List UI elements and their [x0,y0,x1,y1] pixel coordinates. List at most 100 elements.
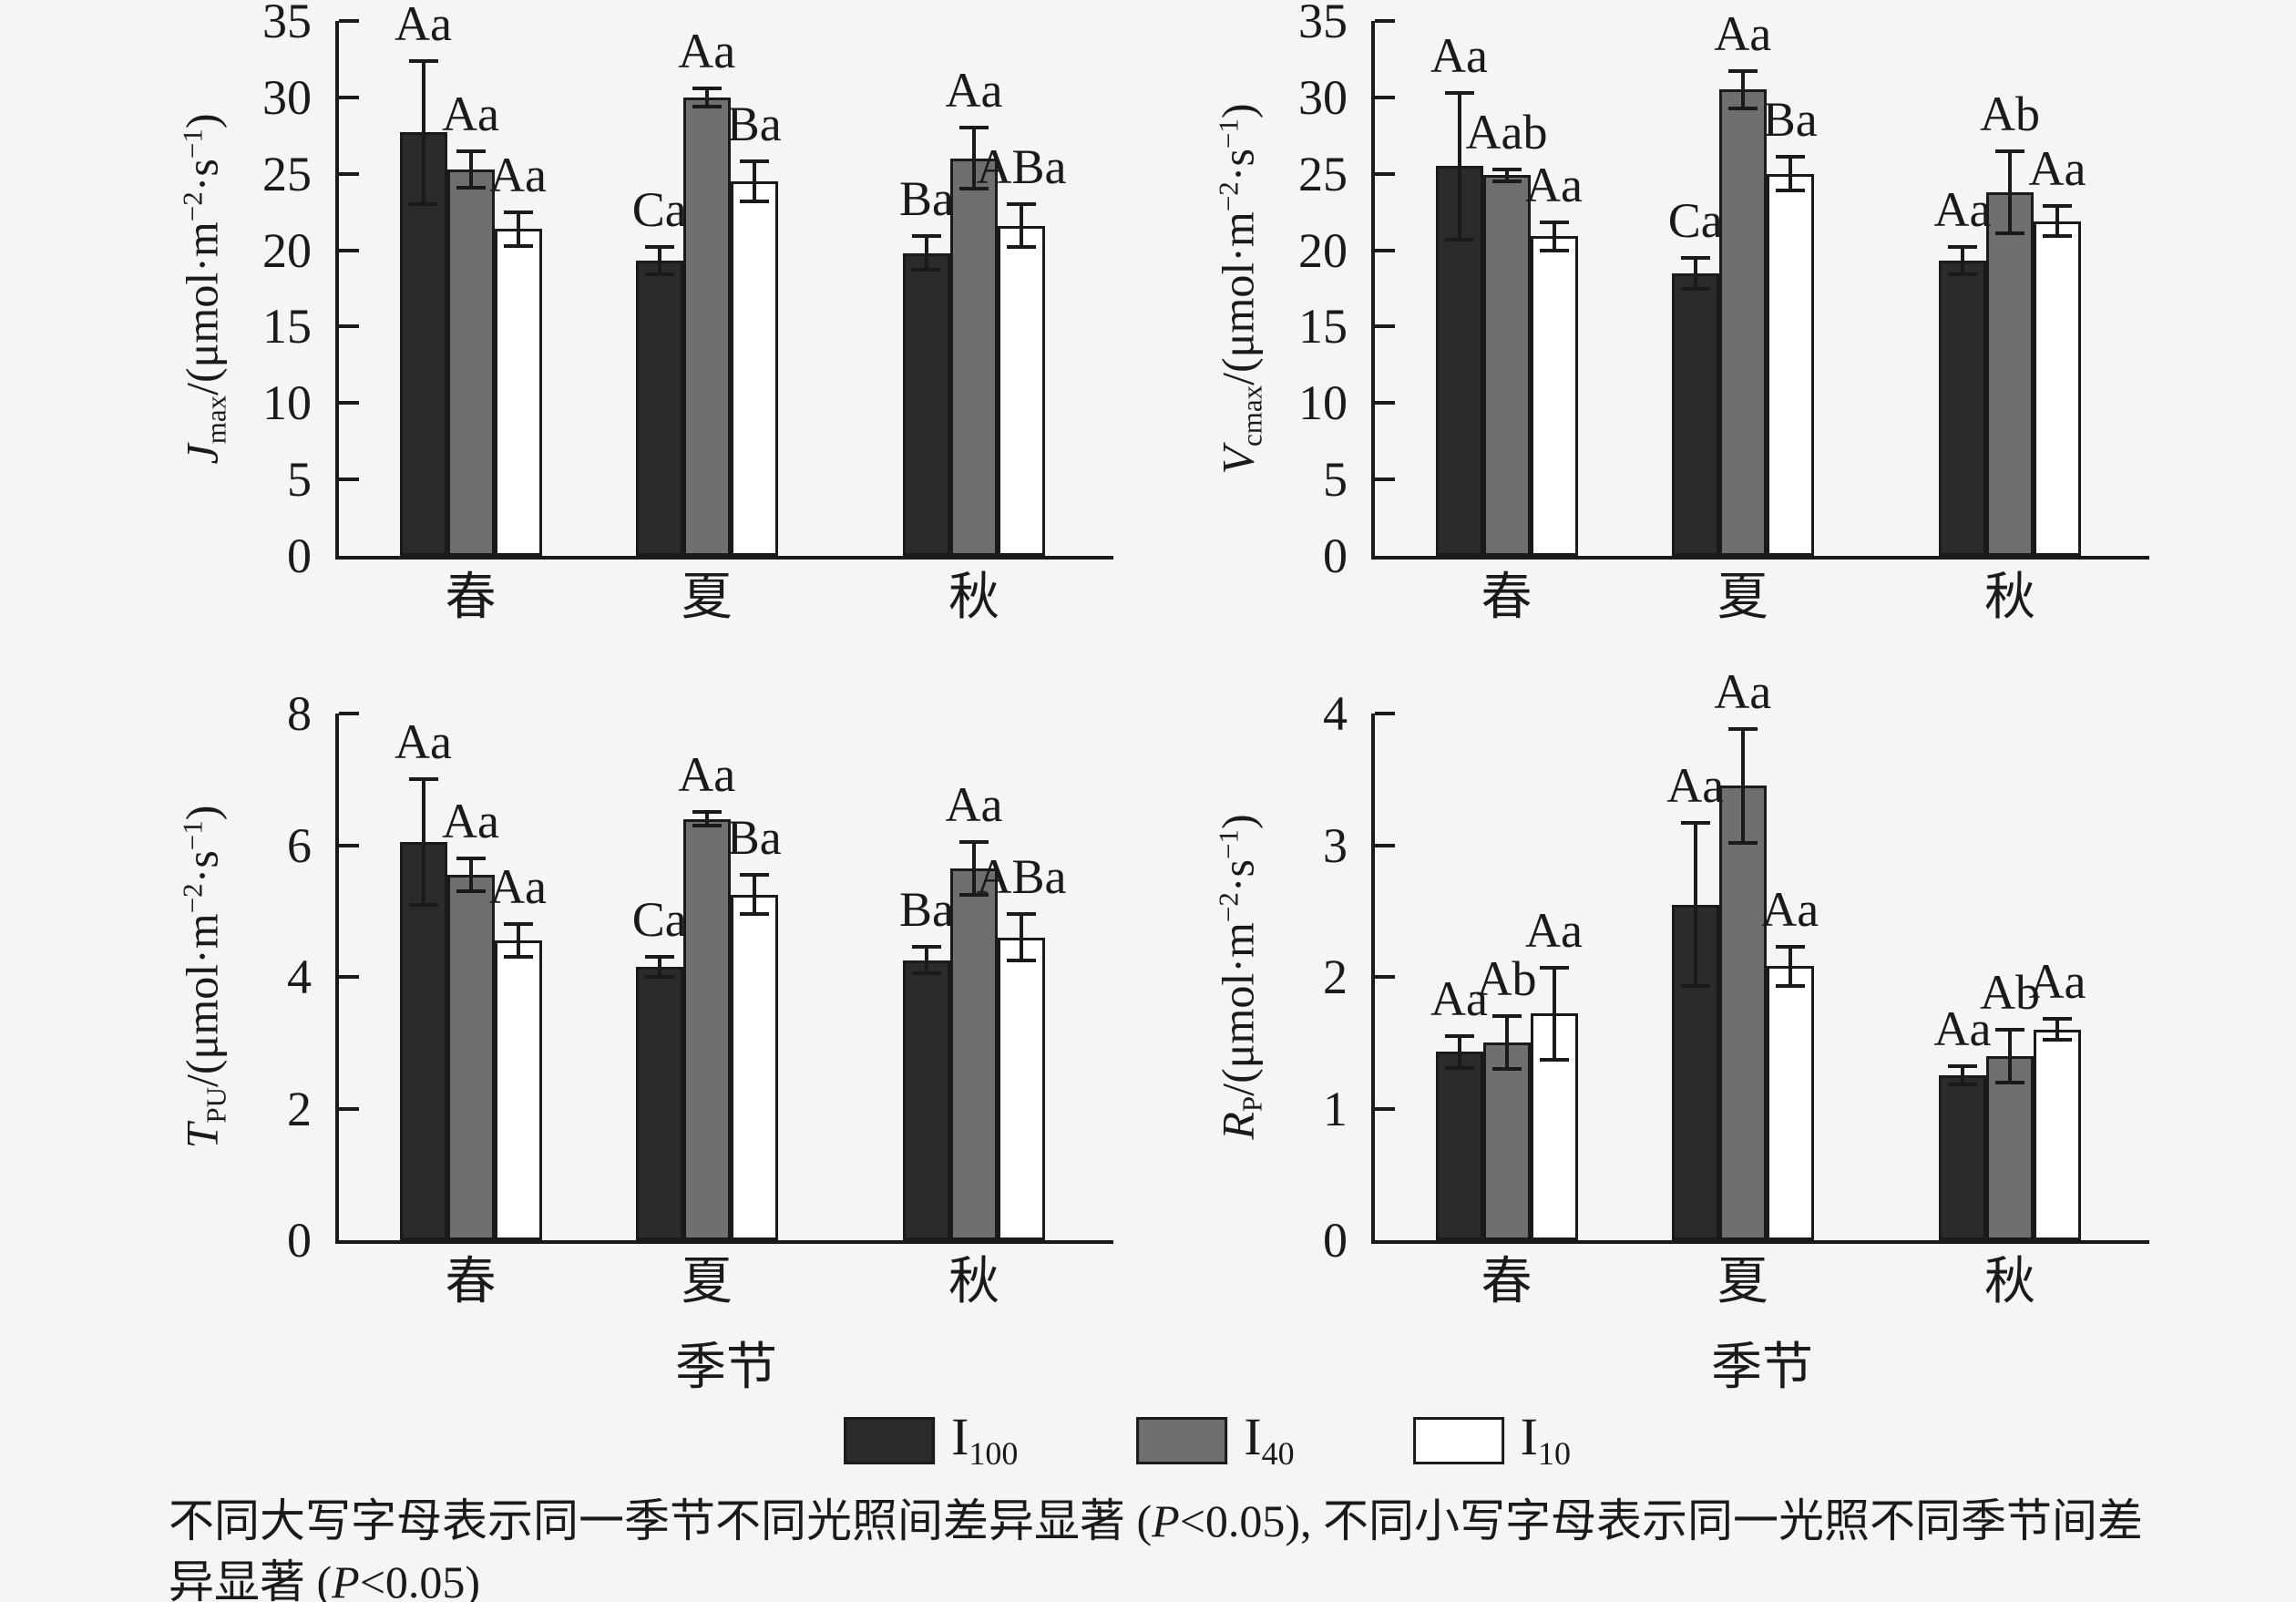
significance-letter: Aab [1465,104,1548,159]
error-bar-cap [503,243,533,248]
x-category-label: 夏 [1717,570,1768,626]
error-bar [421,779,425,905]
text: <0.05) [359,1556,481,1602]
error-bar-cap [1491,1067,1522,1072]
x-category-label: 春 [445,1254,497,1310]
error-bar-cap [408,777,438,782]
error-bar-cap [1995,231,2024,236]
significance-letter: Aa [395,0,452,51]
error-bar-cap [1539,1058,1569,1063]
error-bar-cap [1007,202,1036,207]
significance-letter: Aa [1933,1001,1992,1057]
error-bar-cap [1491,167,1522,171]
y-tick [339,843,359,847]
error-bar-cap [456,856,486,860]
y-tick [1375,975,1395,979]
error-bar [1961,1066,1964,1085]
y-tick [339,171,359,176]
error-bar [421,60,425,205]
y-tick [1375,401,1395,406]
y-tick-label: 0 [1323,1213,1348,1268]
error-bar-cap [1539,965,1569,970]
error-bar-cap [1680,286,1710,291]
bar-I40 [950,868,998,1240]
error-bar [1020,204,1023,248]
y-tick-label: 15 [1298,299,1348,354]
error-bar-cap [1007,958,1036,962]
chart-vcmax: 0 5 10 15 20 25 30 35 Vcmax/(μmol·m−2·s−1) Aa Aab A… [1212,0,2149,623]
y-tick-label: 8 [287,686,312,741]
y-tick-label: 30 [262,69,312,125]
significance-letter: Aa [442,793,499,848]
error-bar [752,875,756,915]
y-tick-label: 30 [1298,69,1348,125]
significance-letter: Ab [1476,951,1537,1007]
italic-text: J [176,443,228,464]
significance-letter: Aa [1525,158,1583,213]
bar-I10 [998,937,1045,1240]
significance-letter: ABa [976,849,1067,905]
error-bar-cap [1007,245,1036,250]
error-bar-cap [1948,272,1977,277]
legend-label-text: I [1244,1407,1262,1466]
bar-I10 [998,225,1045,556]
x-category-label: 秋 [1984,570,2035,626]
error-bar-cap [692,104,722,108]
text: ) [176,113,228,128]
error-bar [2008,150,2012,234]
significance-letter: Aa [1933,182,1992,238]
y-tick-label: 2 [287,1081,312,1136]
error-bar-cap [739,873,769,877]
error-bar-cap [1995,1027,2024,1032]
legend-swatch [844,1416,936,1464]
text: /(μmol·m [1212,211,1264,385]
significance-letter: Ba [726,97,782,152]
sup: −2 [176,190,209,221]
error-bar [1961,247,1964,275]
y-tick-label: 4 [1323,686,1348,741]
bar-I40 [1482,175,1531,556]
error-bar [704,812,709,826]
error-bar-cap [2043,234,2072,239]
y-tick [1375,19,1395,23]
y-tick [1375,478,1395,482]
error-bar-cap [503,922,533,927]
y-tick-label: 25 [1298,146,1348,201]
y-axis-label: TPU/(μmol·m−2·s−1) [176,805,231,1149]
error-bar [704,87,709,107]
error-bar [1740,71,1745,108]
y-tick [339,478,359,482]
text: ) [176,805,228,821]
error-bar-cap [1727,69,1758,74]
x-axis-label: 季节 [1711,1340,1813,1396]
error-bar-cap [1007,912,1036,917]
error-bar-cap [739,199,769,203]
bar-I100 [1435,1052,1483,1240]
significance-letter: Ca [631,892,687,948]
error-bar-cap [1727,840,1758,845]
significance-letter: Aa [945,776,1003,832]
legend-label-text: I [1520,1407,1538,1466]
bar-I100 [1939,261,1986,556]
legend-item: I10 [1412,1411,1571,1471]
error-bar-cap [1995,1080,2024,1084]
bar-I40 [446,169,495,556]
error-bar [2055,205,2059,237]
error-bar-cap [1775,189,1805,193]
error-bar [657,957,661,977]
significance-letter: Aa [489,147,547,202]
error-bar-cap [1444,237,1474,241]
error-bar-cap [456,889,486,894]
error-bar-cap [1727,106,1758,110]
error-bar [1693,257,1697,289]
y-tick [339,248,359,252]
legend-item: I100 [844,1411,1018,1471]
significance-letter: Aa [489,859,547,915]
error-bar-cap [456,149,486,153]
significance-letter: Aa [1714,6,1772,62]
text: /(μmol·m [176,913,228,1087]
error-bar-cap [644,272,674,277]
significance-letter: Aa [678,747,736,803]
bar-I100 [635,967,683,1240]
x-category-label: 夏 [1717,1254,1768,1310]
